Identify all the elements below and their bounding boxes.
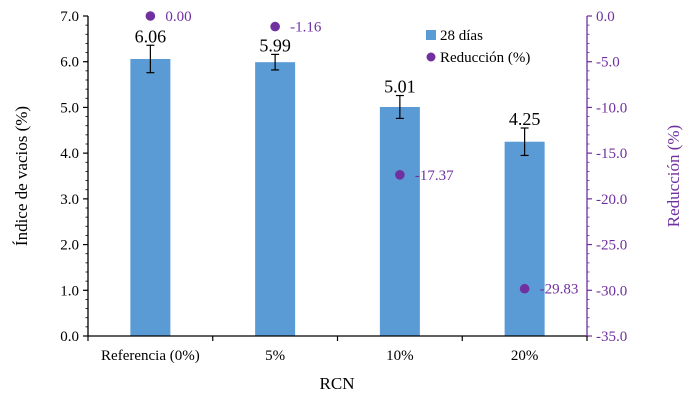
y-tick-label: 0.0 bbox=[60, 329, 79, 345]
bar-labels-layer: 6.06 5.99 5.01 4.25 bbox=[135, 26, 541, 129]
reduction-point bbox=[395, 170, 405, 180]
y2-tick-label: -30.0 bbox=[596, 283, 627, 299]
y2-tick-label: 0.0 bbox=[596, 9, 615, 25]
y-tick-label: 4.0 bbox=[60, 146, 79, 162]
bar bbox=[130, 58, 171, 336]
bar bbox=[379, 106, 420, 336]
error-bars-layer bbox=[146, 44, 529, 157]
legend-bar-label: 28 días bbox=[440, 28, 483, 44]
point-data-label: -1.16 bbox=[290, 20, 322, 36]
y-tick-label: 6.0 bbox=[60, 55, 79, 71]
x-tick-label: Referencia (0%) bbox=[101, 348, 200, 364]
bar-data-label: 6.06 bbox=[135, 26, 167, 46]
point-data-label: -17.37 bbox=[415, 168, 454, 184]
x-tick-label: 10% bbox=[386, 348, 414, 364]
y-tick-label: 1.0 bbox=[60, 283, 79, 299]
bars-layer bbox=[130, 58, 545, 337]
points-layer bbox=[145, 11, 530, 294]
y2-tick-label: -25.0 bbox=[596, 238, 627, 254]
bar-data-label: 5.99 bbox=[259, 35, 291, 55]
y-axis-title: Índice de vacios (%) bbox=[12, 106, 31, 246]
point-data-label: -29.83 bbox=[540, 282, 579, 298]
legend-point-swatch bbox=[426, 52, 436, 62]
y-tick-label: 7.0 bbox=[60, 9, 79, 25]
reduction-point bbox=[145, 11, 156, 21]
x-axis-title: RCN bbox=[320, 374, 355, 393]
right-axis-ticks: 0.0 -5.0 -10.0 -15.0 -20.0 -25.0 -30.0 -35.0 bbox=[587, 9, 627, 345]
legend: 28 días Reducción (%) bbox=[426, 28, 530, 66]
y2-tick-label: -15.0 bbox=[596, 146, 627, 162]
reduction-point bbox=[270, 21, 280, 32]
y2-tick-label: -20.0 bbox=[596, 192, 627, 208]
bar-data-label: 5.01 bbox=[384, 77, 416, 97]
y-tick-label: 3.0 bbox=[60, 192, 79, 208]
y2-tick-label: -35.0 bbox=[596, 329, 627, 345]
y2-tick-label: -5.0 bbox=[596, 55, 620, 71]
x-tick-label: 5% bbox=[265, 348, 285, 364]
legend-point-label: Reducción (%) bbox=[440, 50, 530, 66]
y-tick-label: 5.0 bbox=[60, 100, 79, 116]
bar bbox=[504, 141, 545, 336]
y2-tick-label: -10.0 bbox=[596, 100, 627, 116]
left-axis-ticks: 0.0 1.0 2.0 3.0 4.0 5.0 6.0 7.0 bbox=[60, 9, 88, 345]
bar bbox=[255, 62, 296, 337]
point-labels-layer: 0.00 -1.16 -17.37 -29.83 bbox=[165, 9, 578, 298]
reduction-point bbox=[519, 283, 530, 294]
y2-axis-title: Reducción (%) bbox=[664, 125, 683, 227]
y-tick-label: 2.0 bbox=[60, 238, 79, 254]
x-tick-label: 20% bbox=[511, 348, 539, 364]
bar-data-label: 4.25 bbox=[509, 109, 541, 129]
legend-bar-swatch bbox=[426, 30, 436, 40]
x-axis-ticks: Referencia (0%) 5% 10% 20% bbox=[87, 336, 588, 364]
point-data-label: 0.00 bbox=[165, 9, 191, 25]
